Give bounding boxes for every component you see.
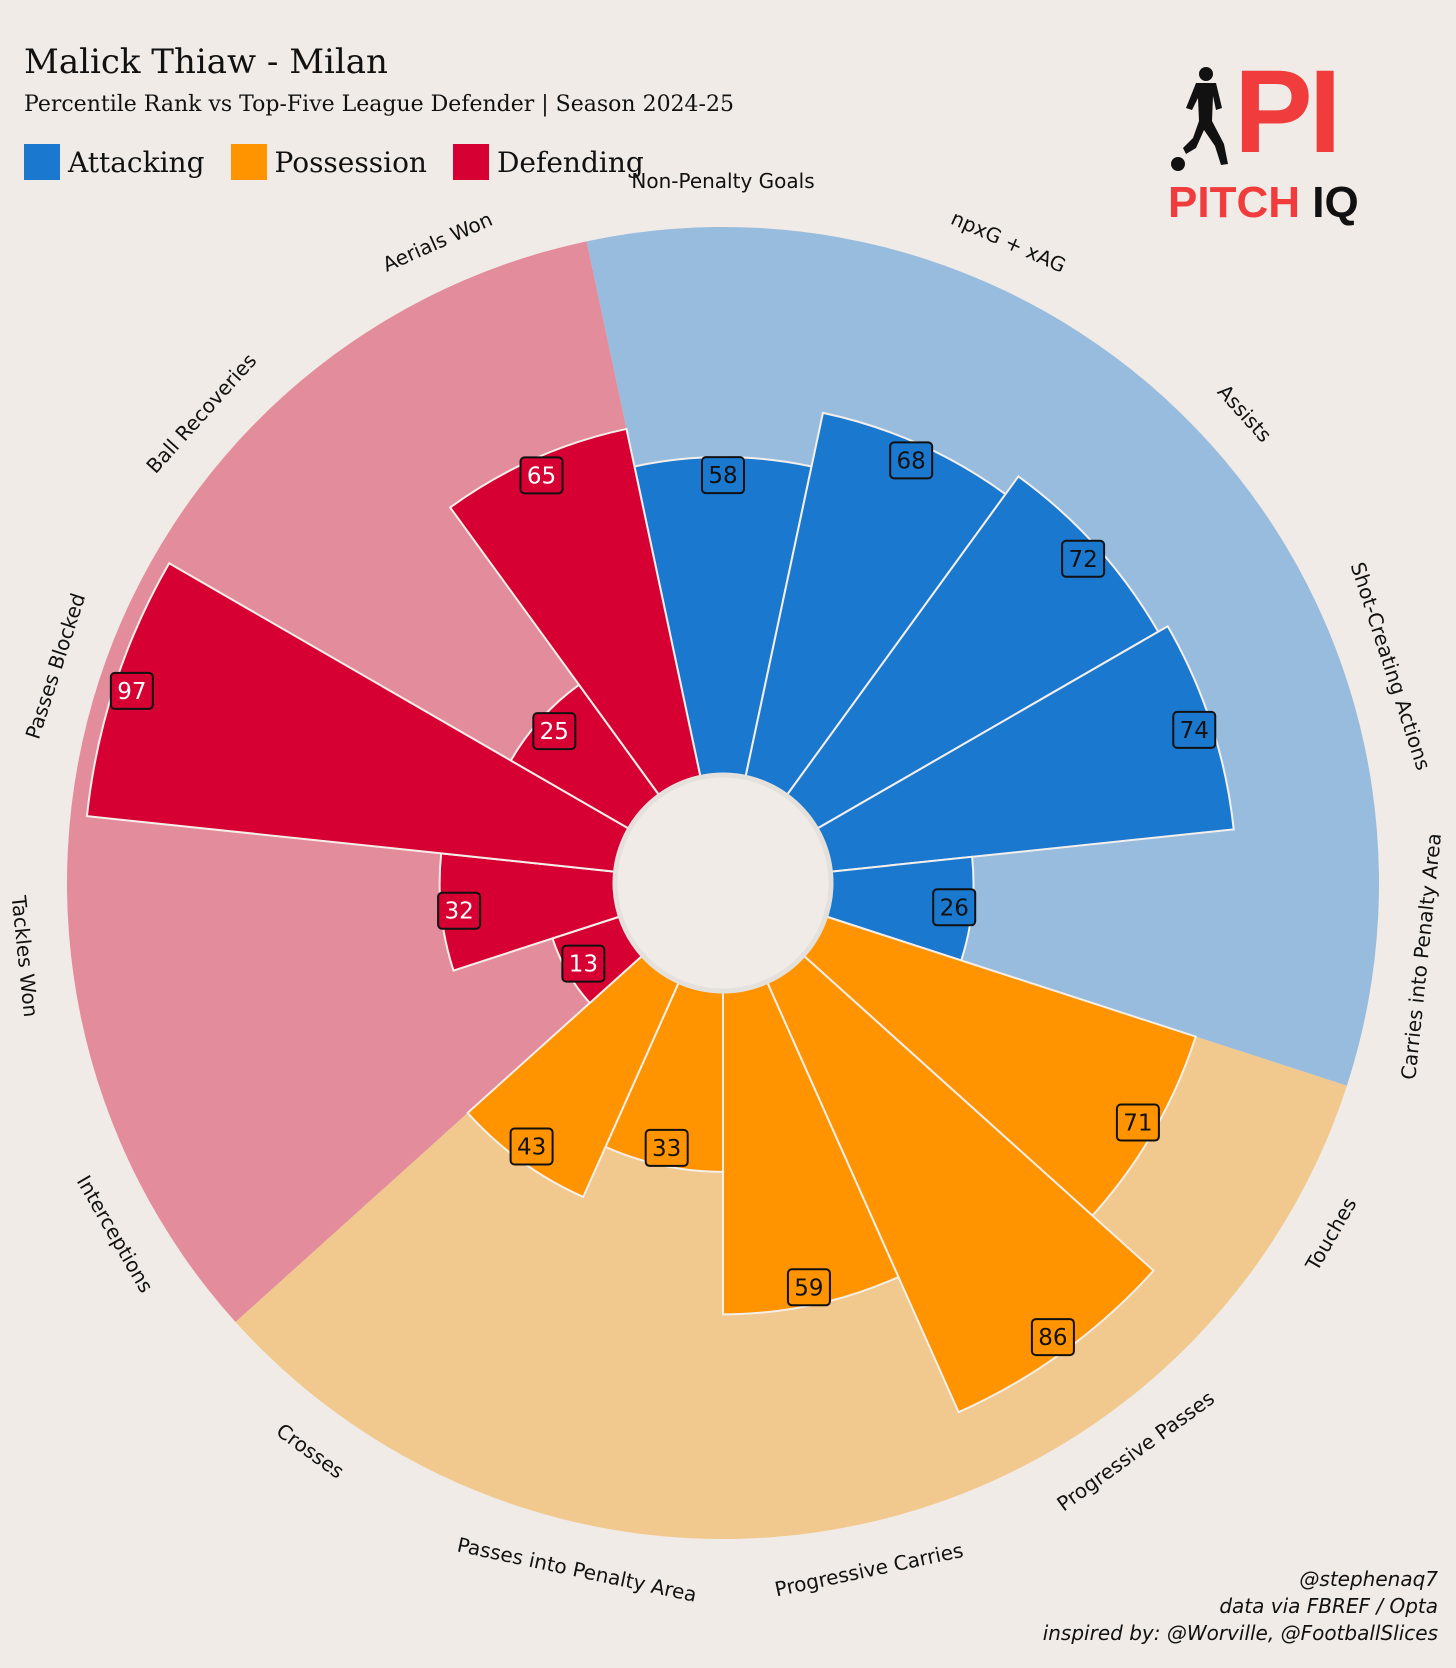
value-text: 26 — [940, 895, 969, 921]
value-label-passes-blocked: 97 — [109, 671, 154, 710]
category-label-touches: Touches — [1300, 1193, 1361, 1275]
value-label-non-penalty-goals: 58 — [701, 456, 745, 495]
value-box — [437, 891, 482, 930]
value-label-shot-creating-actions: 74 — [1172, 710, 1217, 749]
footballer-silhouette-icon — [1171, 67, 1228, 171]
legend-label-possession: Possession — [274, 145, 427, 179]
logo-mark: PI — [1234, 46, 1341, 178]
value-box — [701, 456, 745, 495]
credits: @stephenaq7 data via FBREF / Opta inspir… — [1043, 1566, 1438, 1647]
value-box — [1172, 710, 1217, 749]
category-label-npxg-xag: npxG + xAG — [948, 206, 1070, 278]
category-label-crosses: Crosses — [272, 1418, 349, 1483]
category-label-tackles-won: Tackles Won — [6, 894, 43, 1019]
value-box — [786, 1268, 831, 1307]
legend-swatch-possession — [230, 144, 267, 180]
logo-word-pitch: PITCH — [1168, 178, 1300, 227]
value-text: 33 — [652, 1136, 681, 1162]
value-text: 32 — [444, 899, 473, 925]
value-box — [509, 1127, 554, 1166]
value-box — [519, 456, 564, 495]
logo-word-iq: IQ — [1312, 178, 1359, 227]
value-label-progressive-passes: 86 — [1030, 1318, 1075, 1357]
value-text: 72 — [1068, 547, 1097, 573]
legend-item-attacking: Attacking — [24, 144, 205, 180]
value-box — [1061, 539, 1106, 578]
value-label-crosses: 43 — [509, 1127, 554, 1166]
legend-label-defending: Defending — [496, 145, 644, 179]
value-text: 59 — [794, 1275, 823, 1301]
category-label-carries-into-penalty-area: Carries into Penalty Area — [1396, 832, 1446, 1081]
value-text: 68 — [897, 448, 926, 474]
value-box — [644, 1128, 689, 1167]
value-label-aerials-won: 65 — [519, 456, 564, 495]
value-text: 71 — [1123, 1111, 1152, 1137]
value-text: 43 — [517, 1134, 546, 1160]
value-label-assists: 72 — [1061, 539, 1106, 578]
value-text: 13 — [569, 952, 598, 978]
category-label-aerials-won: Aerials Won — [379, 207, 496, 277]
value-text: 97 — [117, 679, 146, 705]
credit-author: @stephenaq7 — [1299, 1567, 1438, 1591]
logo-wordmark: PITCH IQ — [1168, 178, 1359, 228]
legend-item-possession: Possession — [230, 144, 427, 180]
value-text: 65 — [527, 463, 556, 489]
chart-title: Malick Thiaw - Milan — [24, 42, 388, 82]
legend: Attacking Possession Defending — [24, 144, 670, 180]
value-label-interceptions: 13 — [561, 944, 606, 983]
category-label-assists: Assists — [1213, 380, 1277, 447]
value-text: 74 — [1180, 718, 1209, 744]
chart-subtitle: Percentile Rank vs Top-Five League Defen… — [24, 92, 734, 117]
value-box — [109, 671, 154, 710]
value-box — [1115, 1103, 1160, 1142]
value-text: 86 — [1038, 1325, 1067, 1351]
category-label-passes-blocked: Passes Blocked — [21, 590, 91, 742]
credit-inspiration: inspired by: @Worville, @FootballSlices — [1042, 1621, 1438, 1645]
pitch-iq-logo: PI PITCH IQ — [1160, 46, 1380, 236]
legend-swatch-defending — [452, 144, 489, 180]
value-box — [889, 441, 934, 480]
category-label-non-penalty-goals: Non-Penalty Goals — [631, 169, 814, 193]
legend-item-defending: Defending — [452, 144, 644, 180]
value-box — [561, 944, 606, 983]
category-label-progressive-carries: Progressive Carries — [773, 1538, 966, 1601]
value-label-passes-into-penalty-area: 33 — [644, 1128, 689, 1167]
value-label-touches: 71 — [1115, 1103, 1160, 1142]
value-box — [1030, 1318, 1075, 1357]
legend-swatch-attacking — [24, 144, 60, 180]
value-box — [932, 888, 977, 927]
bar-wedges — [85, 411, 1235, 1414]
legend-label-attacking: Attacking — [68, 145, 205, 179]
value-labels: 58 68 72 74 26 71 86 59 33 43 13 32 97 25 65 — [109, 441, 1217, 1357]
value-box — [532, 712, 577, 751]
center-circle — [612, 772, 834, 994]
value-label-ball-recoveries: 25 — [532, 712, 577, 751]
value-label-tackles-won: 32 — [437, 891, 482, 930]
value-label-progressive-carries: 59 — [786, 1268, 831, 1307]
credit-source: data via FBREF / Opta — [1219, 1594, 1438, 1618]
category-label-passes-into-penalty-area: Passes into Penalty Area — [455, 1533, 699, 1607]
value-label-npxg-xag: 68 — [889, 441, 934, 480]
value-text: 58 — [708, 463, 737, 489]
value-label-carries-into-penalty-area: 26 — [932, 888, 977, 927]
value-text: 25 — [540, 719, 569, 745]
